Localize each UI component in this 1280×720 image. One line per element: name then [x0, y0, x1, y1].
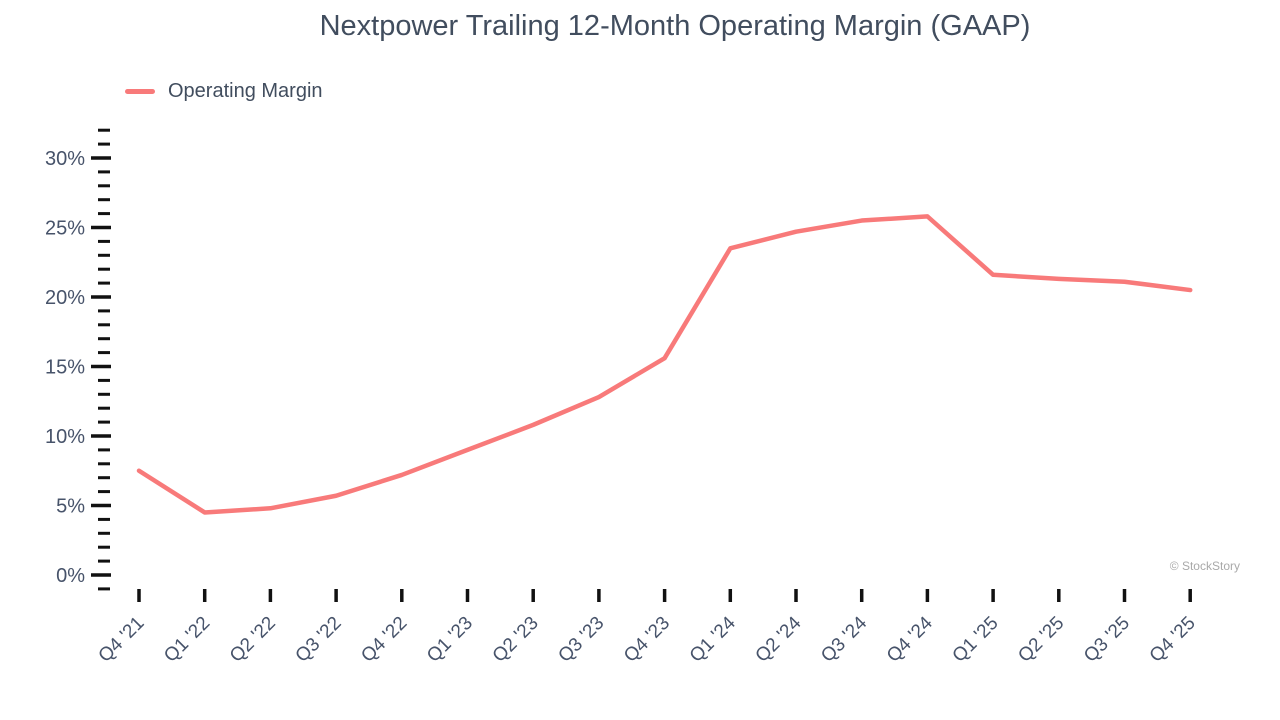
y-axis-label: 25%	[45, 218, 85, 240]
x-axis-label: Q3 '22	[292, 613, 346, 667]
y-axis-label: 10%	[45, 426, 85, 448]
x-axis-label: Q3 '25	[1080, 613, 1134, 667]
watermark: © StockStory	[1169, 559, 1240, 573]
operating-margin-line	[136, 214, 1193, 515]
x-axis-label: Q3 '24	[817, 612, 871, 666]
chart-title: Nextpower Trailing 12-Month Operating Ma…	[319, 10, 1031, 42]
x-axis-label: Q2 '23	[489, 613, 543, 667]
legend: Operating Margin	[125, 80, 323, 103]
legend-line-swatch	[125, 89, 155, 94]
x-axis-label: Q1 '23	[423, 613, 477, 667]
x-axis-label: Q2 '22	[226, 613, 280, 667]
y-axis-label: 20%	[45, 287, 85, 309]
x-axis-label: Q2 '24	[752, 612, 806, 666]
x-axis-label: Q1 '25	[949, 613, 1003, 667]
x-axis-label: Q3 '23	[554, 613, 608, 667]
x-axis-label: Q4 '23	[620, 613, 674, 667]
x-axis-label: Q1 '24	[686, 612, 740, 666]
x-axis-label: Q1 '22	[160, 613, 214, 667]
x-axis-label: Q4 '24	[883, 612, 937, 666]
y-axis-label: 0%	[56, 565, 85, 587]
x-axis-label: Q4 '21	[95, 613, 149, 667]
y-axis-label: 15%	[45, 357, 85, 379]
y-axis-label: 5%	[56, 496, 85, 518]
y-axis-label: 30%	[45, 148, 85, 170]
x-axis-label: Q4 '22	[357, 613, 411, 667]
x-axis-label: Q2 '25	[1014, 613, 1068, 667]
x-axis-label: Q4 '25	[1146, 613, 1200, 667]
legend-label: Operating Margin	[168, 80, 323, 102]
